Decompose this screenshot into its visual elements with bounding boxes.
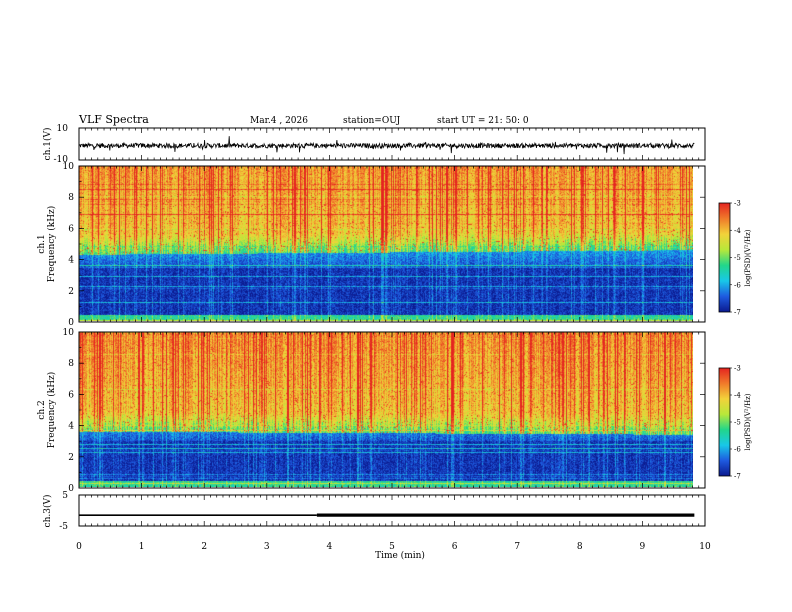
start-ut-label: start UT = 21: 50: 0 — [437, 116, 529, 126]
chart-title: VLF Spectra — [78, 113, 149, 126]
ch2-spectrogram-yticks: 0 2 4 6 8 10 — [63, 328, 705, 494]
x-tick-label: 8 — [577, 542, 583, 552]
ch1-spectrogram-image — [79, 166, 693, 321]
ch1-waveform-ylabel: ch.1(V) — [42, 128, 53, 161]
ch3-ytick-top: 5 — [62, 491, 68, 501]
ch2-colorbar: -3 -4 -5 -6 -7 log(PSD)(V²/Hz) — [718, 365, 752, 481]
colorbar-tick-label: -7 — [734, 473, 741, 481]
ch1-colorbar-label: log(PSD)(V²/Hz) — [744, 229, 752, 286]
ch3-waveform-ylabel: ch.3(V) — [42, 495, 53, 528]
station-label: station=OUJ — [343, 116, 401, 126]
y-tick-label: 0 — [68, 318, 74, 328]
ch1-spectrogram-yticks: 0 2 4 6 8 10 — [63, 162, 705, 328]
ch2-spectrogram-image — [79, 332, 693, 487]
x-tick-label: 2 — [201, 542, 207, 552]
y-tick-label: 4 — [68, 422, 74, 432]
y-tick-label: 2 — [68, 453, 74, 463]
x-tick-label: 4 — [327, 542, 333, 552]
colorbar-tick-label: -7 — [734, 309, 741, 317]
colorbar-tick-label: -4 — [734, 392, 741, 400]
ch1-waveform-line — [78, 136, 695, 155]
ch1-spectrogram-panel: 0 2 4 6 8 10 ch.1 Frequency (kHz) — [37, 162, 706, 328]
x-tick-label: 9 — [640, 542, 646, 552]
colorbar-tick-label: -6 — [734, 281, 741, 289]
ch1-ytick-top: 10 — [57, 124, 69, 134]
x-tick-label: 0 — [76, 542, 82, 552]
x-tick-label: 3 — [264, 542, 270, 552]
x-axis-tick-labels: 0 1 2 3 4 5 6 7 8 9 10 — [76, 542, 711, 552]
ch2-ylabel-channel: ch.2 — [37, 400, 47, 419]
colorbar-tick-label: -3 — [734, 200, 741, 208]
colorbar-tick-label: -6 — [734, 446, 741, 454]
ch2-colorbar-ticks: -3 -4 -5 -6 -7 — [730, 365, 741, 481]
x-tick-label: 1 — [139, 542, 145, 552]
date-label: Mar.4 , 2026 — [250, 116, 308, 126]
ch1-colorbar-ticks: -3 -4 -5 -6 -7 — [730, 200, 741, 317]
ch1-ylabel-frequency: Frequency (kHz) — [46, 206, 57, 283]
x-axis-label: Time (min) — [375, 550, 425, 561]
ch2-colorbar-ramp — [718, 367, 731, 477]
x-tick-label: 5 — [389, 542, 395, 552]
ch1-colorbar: -3 -4 -5 -6 -7 log(PSD)(V²/Hz) — [718, 200, 752, 317]
ch1-colorbar-ramp — [718, 202, 731, 313]
colorbar-tick-label: -5 — [734, 254, 741, 262]
colorbar-tick-label: -4 — [734, 227, 741, 235]
y-tick-label: 6 — [68, 390, 74, 400]
x-tick-label: 6 — [452, 542, 458, 552]
ch2-colorbar-label: log(PSD)(V²/Hz) — [744, 393, 752, 450]
y-tick-label: 2 — [68, 287, 74, 297]
x-axis-ticks — [78, 128, 706, 526]
ch1-ylabel-channel: ch.1 — [37, 234, 47, 253]
x-tick-label: 10 — [699, 542, 711, 552]
y-tick-label: 10 — [63, 162, 75, 172]
x-tick-label: 7 — [514, 542, 520, 552]
colorbar-tick-label: -3 — [734, 365, 741, 373]
y-tick-label: 4 — [68, 256, 74, 266]
y-tick-label: 8 — [68, 359, 74, 369]
y-tick-label: 0 — [68, 484, 74, 494]
ch3-ytick-bottom: -5 — [59, 522, 68, 532]
y-tick-label: 10 — [63, 328, 75, 338]
ch2-spectrogram-panel: 0 2 4 6 8 10 ch.2 Frequency (kHz) — [37, 328, 706, 494]
ch2-ylabel-frequency: Frequency (kHz) — [46, 372, 57, 449]
ch1-ytick-bottom: -10 — [54, 155, 69, 165]
colorbar-tick-label: -5 — [734, 419, 741, 427]
y-tick-label: 6 — [68, 224, 74, 234]
y-tick-label: 8 — [68, 193, 74, 203]
